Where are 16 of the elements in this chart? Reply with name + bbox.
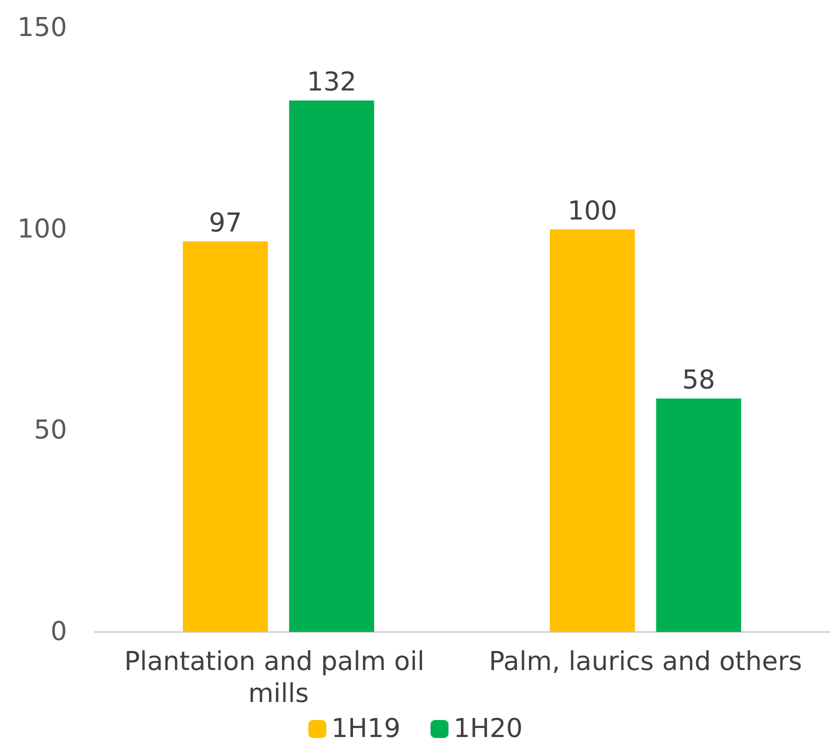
bar — [656, 398, 742, 632]
y-tick-label: 100 — [17, 214, 67, 244]
data-label: 132 — [306, 67, 356, 98]
data-label: 58 — [682, 365, 716, 396]
data-label: 100 — [568, 196, 618, 226]
legend-label: 1H20 — [454, 714, 523, 744]
y-tick-label: 150 — [17, 13, 67, 43]
legend-label: 1H19 — [331, 714, 401, 744]
bar — [289, 100, 374, 632]
y-tick-label: 50 — [34, 416, 67, 446]
x-tick-label: Palm, laurics and others — [488, 647, 802, 677]
bar — [550, 229, 635, 632]
x-tick-label: Plantation and palm oil mills — [124, 647, 433, 709]
y-tick-label: 0 — [50, 617, 67, 647]
bar — [182, 241, 268, 632]
data-label: 97 — [208, 208, 242, 238]
